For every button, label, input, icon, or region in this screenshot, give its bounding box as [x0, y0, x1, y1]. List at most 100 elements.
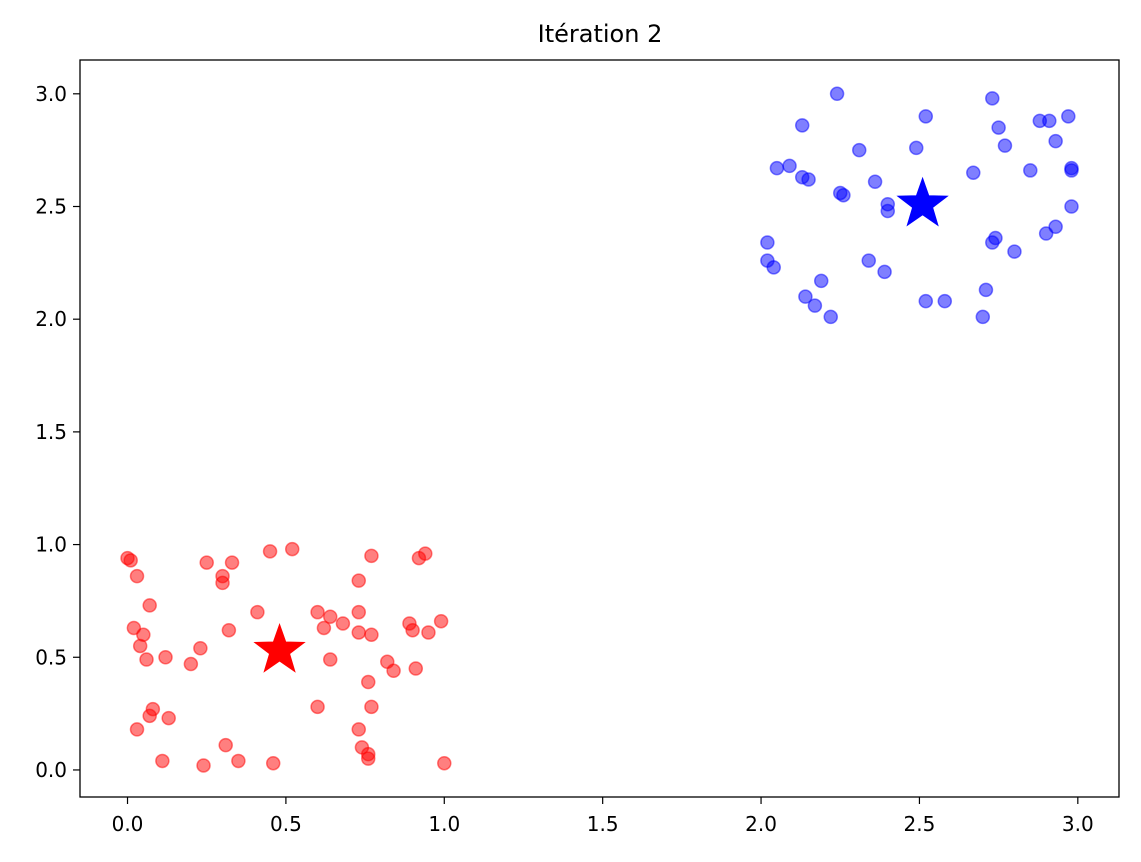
- cluster-1-point: [364, 548, 379, 564]
- x-tick-label: 1.0: [428, 812, 460, 836]
- cluster-2-point: [1061, 109, 1076, 124]
- cluster-2-point: [766, 260, 781, 275]
- cluster-2-point: [1023, 163, 1038, 178]
- cluster-1-point: [437, 755, 452, 771]
- cluster-1-point: [123, 553, 138, 568]
- cluster-2-point: [1007, 244, 1022, 259]
- cluster-1-point: [231, 753, 246, 769]
- cluster-2-point: [985, 235, 1000, 250]
- cluster-2-point: [991, 120, 1006, 135]
- cluster-1-point: [193, 640, 208, 656]
- cluster-1-point: [310, 699, 325, 715]
- cluster-1-point: [196, 758, 211, 773]
- plot-frame: [79, 59, 1120, 798]
- cluster-2-point: [807, 298, 823, 313]
- cluster-1-point: [142, 598, 157, 613]
- cluster-1-point: [433, 613, 449, 629]
- cluster-1-point: [408, 661, 424, 676]
- cluster-2-point: [867, 174, 883, 189]
- cluster-2-point: [852, 142, 867, 158]
- cluster-2-point: [798, 289, 813, 304]
- y-tick-label: 1.5: [35, 420, 67, 444]
- cluster-2-point: [823, 309, 838, 325]
- cluster-1-point: [265, 755, 281, 771]
- cluster-1-point: [284, 541, 300, 557]
- cluster-1-point: [262, 544, 278, 559]
- cluster-2-point: [836, 187, 851, 203]
- cluster-2-point: [813, 273, 829, 289]
- cluster-2-point: [794, 118, 810, 133]
- cluster-2-point: [1064, 163, 1079, 178]
- cluster-1-point: [215, 575, 230, 591]
- cluster-1-point: [161, 710, 176, 726]
- cluster-1-point: [418, 546, 433, 561]
- cluster-1-point: [158, 650, 173, 665]
- cluster-2-point: [1064, 199, 1079, 214]
- cluster-1-point: [351, 625, 367, 640]
- cluster-1-point: [361, 751, 376, 766]
- cluster-1-point: [221, 622, 237, 638]
- cluster-1-point: [421, 625, 436, 640]
- cluster-1-point: [310, 604, 325, 620]
- cluster-1-point: [386, 663, 401, 679]
- y-tick-label: 1.0: [35, 533, 67, 557]
- cluster-1-point: [129, 722, 145, 737]
- y-tick-label: 3.0: [35, 82, 67, 106]
- x-tick-label: 0.0: [112, 812, 144, 836]
- cluster-1-point: [335, 616, 351, 631]
- chart-title: Itération 2: [538, 20, 663, 48]
- cluster-1-point: [405, 622, 420, 638]
- cluster-2-point: [782, 158, 797, 174]
- cluster-1-point: [199, 555, 214, 570]
- cluster-2-point: [861, 253, 877, 268]
- x-tick-label: 3.0: [1062, 812, 1094, 836]
- cluster-1-point: [132, 638, 148, 654]
- x-tick-label: 0.5: [270, 812, 302, 836]
- cluster-1-point: [224, 555, 240, 570]
- points-layer: [120, 86, 1079, 773]
- cluster-1-point: [364, 699, 379, 715]
- cluster-2-point: [1048, 133, 1063, 149]
- cluster-1-point: [129, 568, 145, 584]
- cluster-1-centroid-star: [253, 622, 306, 673]
- cluster-2-point: [760, 235, 775, 250]
- cluster-2-point: [877, 264, 892, 280]
- y-axis: 0.0 0.5 1.0 1.5 2.0 2.5 3.0: [35, 82, 80, 782]
- cluster-1-point: [364, 627, 379, 642]
- cluster-2-point: [966, 165, 981, 180]
- cluster-2-point: [918, 293, 934, 309]
- cluster-2-point: [880, 203, 896, 219]
- cluster-1-point: [351, 604, 367, 620]
- cluster-1-point: [145, 701, 161, 717]
- cluster-2-point: [985, 91, 1000, 106]
- x-tick-label: 1.5: [587, 812, 619, 836]
- centroid-layer: [253, 176, 949, 673]
- cluster-2-point: [937, 293, 953, 309]
- cluster-2-point: [918, 109, 934, 124]
- cluster-1-point: [322, 652, 338, 667]
- cluster-2-centroid-star: [896, 176, 949, 227]
- x-tick-label: 2.5: [904, 812, 936, 836]
- cluster-1-point: [183, 656, 199, 672]
- cluster-2-point: [829, 86, 845, 102]
- cluster-1-point: [316, 620, 332, 636]
- cluster-1-point: [250, 604, 265, 620]
- cluster-2-point: [801, 172, 816, 187]
- cluster-1-point: [361, 674, 376, 690]
- cluster-2-point: [978, 282, 994, 298]
- cluster-1-point: [351, 573, 367, 588]
- cluster-1-point: [139, 652, 154, 667]
- cluster-2-point: [997, 138, 1013, 153]
- x-axis: 0.0 0.5 1.0 1.5 2.0 2.5 3.0: [112, 797, 1094, 836]
- cluster-1-point: [218, 737, 233, 753]
- cluster-2-point: [909, 140, 924, 156]
- cluster-1-point: [322, 609, 338, 624]
- x-tick-label: 2.0: [745, 812, 777, 836]
- cluster-1-point: [351, 722, 367, 737]
- cluster-1-point: [155, 753, 170, 769]
- y-tick-label: 2.0: [35, 307, 67, 331]
- y-tick-label: 2.5: [35, 194, 67, 218]
- y-tick-label: 0.5: [35, 645, 67, 669]
- cluster-2-point: [1042, 113, 1057, 129]
